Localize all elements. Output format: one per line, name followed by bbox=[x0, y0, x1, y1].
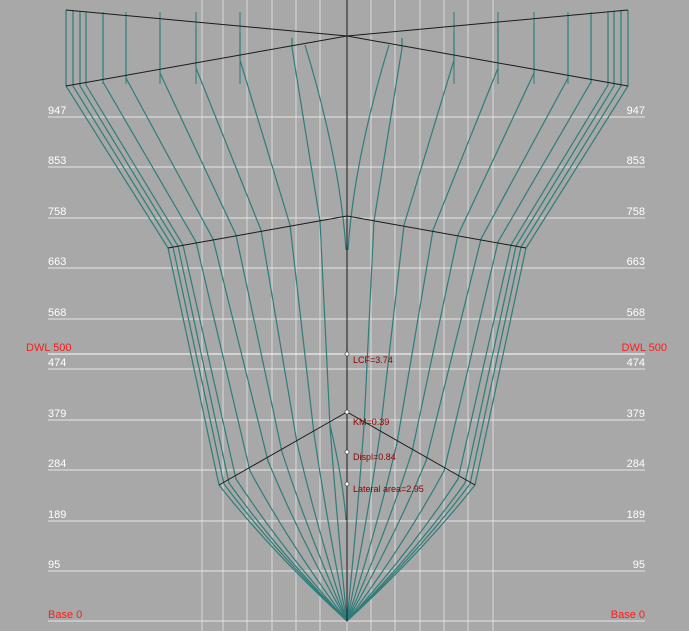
displacement-readout: Displ=0.84 bbox=[353, 452, 396, 462]
hydrostatic-markers bbox=[344, 351, 350, 487]
station-curve bbox=[195, 27, 348, 622]
frame-line bbox=[346, 215, 527, 249]
waterline-label-right: 474 bbox=[626, 357, 645, 369]
waterline-label-right: 663 bbox=[626, 256, 645, 268]
hydrostatic-point bbox=[344, 449, 350, 455]
station-curve bbox=[346, 10, 622, 622]
station-curve bbox=[85, 13, 348, 622]
waterline-label-right: 189 bbox=[626, 509, 645, 521]
dwl-label-right: DWL 500 bbox=[621, 342, 667, 354]
waterline-label-left: 568 bbox=[48, 307, 67, 319]
station-curve bbox=[346, 10, 629, 622]
frame-line bbox=[65, 9, 348, 37]
waterline-label-left: 379 bbox=[48, 408, 67, 420]
station-curve bbox=[346, 13, 609, 622]
hull-frame-lines bbox=[65, 0, 629, 621]
station-curve bbox=[347, 44, 390, 251]
waterline-label-left: 474 bbox=[48, 357, 67, 369]
waterline-label-left: 758 bbox=[48, 206, 67, 218]
station-curve bbox=[102, 15, 348, 622]
waterline-label-left: 95 bbox=[48, 559, 61, 571]
waterline-label-left: 853 bbox=[48, 155, 67, 167]
station-curve bbox=[346, 15, 592, 622]
station-curve bbox=[346, 27, 499, 622]
station-curve bbox=[304, 44, 347, 251]
grid-vertical-lines bbox=[201, 0, 494, 631]
station-curve bbox=[329, 424, 347, 521]
station-curve bbox=[346, 23, 535, 622]
station-curve bbox=[346, 12, 615, 622]
waterline-label-right: 379 bbox=[626, 408, 645, 420]
frame-line bbox=[346, 9, 629, 37]
waterline-label-left: 947 bbox=[48, 105, 67, 117]
waterline-label-right: 568 bbox=[626, 307, 645, 319]
waterline-label-right: 95 bbox=[632, 559, 645, 571]
station-curve bbox=[65, 10, 348, 622]
station-curve bbox=[239, 32, 348, 622]
frame-line bbox=[346, 411, 476, 486]
lateral-area-readout: Lateral area=2.95 bbox=[353, 484, 424, 494]
base-label-right: Base 0 bbox=[610, 609, 645, 621]
frame-line bbox=[346, 35, 629, 87]
station-curve bbox=[79, 12, 348, 622]
station-curve bbox=[125, 19, 348, 622]
waterline-label-right: 853 bbox=[626, 155, 645, 167]
hydrostatic-point bbox=[344, 351, 350, 357]
frame-line bbox=[218, 411, 348, 486]
waterline-label-right: 284 bbox=[626, 458, 645, 470]
waterline-label-left: 284 bbox=[48, 458, 67, 470]
base-label-left: Base 0 bbox=[48, 609, 83, 621]
waterline-label-left: 663 bbox=[48, 256, 67, 268]
frame-line bbox=[167, 215, 348, 249]
lcf-readout: LCF=3.74 bbox=[353, 355, 393, 365]
station-curve bbox=[72, 10, 348, 622]
frame-line bbox=[65, 35, 348, 87]
station-curve bbox=[346, 32, 455, 622]
hydrostatic-point bbox=[344, 481, 350, 487]
waterline-label-right: 758 bbox=[626, 206, 645, 218]
waterline-label-right: 947 bbox=[626, 105, 645, 117]
dwl-label-left: DWL 500 bbox=[26, 342, 72, 354]
km-readout: KM=0.39 bbox=[353, 417, 390, 427]
station-curve bbox=[346, 38, 403, 622]
waterline-label-left: 189 bbox=[48, 509, 67, 521]
station-curve bbox=[346, 19, 569, 622]
station-curve bbox=[159, 23, 348, 622]
hydrostatic-point bbox=[344, 409, 350, 415]
